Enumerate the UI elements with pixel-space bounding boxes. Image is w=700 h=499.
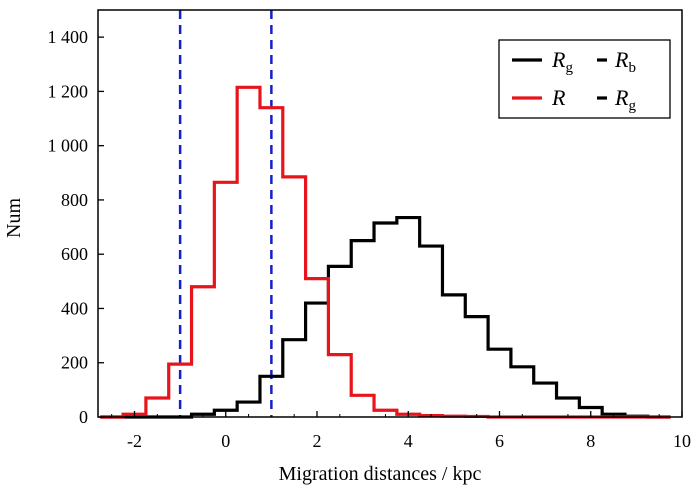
series-1-bin-6	[237, 87, 260, 417]
y-tick-label: 1 000	[48, 136, 89, 156]
x-tick-label: 10	[673, 431, 691, 451]
y-axis-label: Num	[3, 198, 25, 238]
series-0-bin-15	[442, 295, 465, 417]
series-line-0	[100, 215, 671, 419]
reference-lines	[178, 10, 273, 417]
y-tick-label: 0	[79, 407, 88, 427]
y-tick-label: 800	[61, 190, 88, 210]
x-tick-label: 2	[313, 431, 322, 451]
x-tick-label: 8	[586, 431, 595, 451]
legend-subscript-1: b	[628, 60, 636, 76]
series-0-bin-16	[465, 317, 488, 417]
x-tick-label: 6	[495, 431, 504, 451]
legend-box	[498, 39, 671, 119]
legend-subscript-3: g	[628, 98, 636, 114]
series-0-bin-18	[511, 367, 534, 417]
plot-frame	[97, 9, 683, 418]
y-tick-label: 600	[61, 244, 88, 264]
legend-subscript-0: g	[565, 60, 573, 76]
series-0-bin-7	[260, 376, 283, 417]
legend-label-2: R	[551, 85, 566, 110]
legend: Rg RbR Rg	[498, 39, 671, 119]
series-line-1	[100, 85, 671, 419]
y-tick-label: 400	[61, 298, 88, 318]
series-0-bin-11	[351, 241, 374, 417]
series-0-bin-17	[488, 349, 511, 417]
y-tick-label: 1 400	[48, 27, 89, 47]
series-1-bin-11	[351, 395, 374, 417]
x-tick-label: 4	[404, 431, 413, 451]
series-1-bin-9	[306, 279, 329, 417]
series-layer	[100, 85, 671, 419]
series-0-bin-8	[283, 340, 306, 417]
y-tick-label: 1 200	[48, 81, 89, 101]
y-axis: 0 200 400 600 800 1 000 1 200 1 400	[48, 27, 104, 427]
x-axis-label: Migration distances / kpc	[279, 463, 482, 485]
series-0-bin-12	[374, 223, 397, 417]
series-1-bin-10	[328, 355, 351, 417]
x-tick-label: 0	[221, 431, 230, 451]
y-tick-label: 200	[61, 353, 88, 373]
series-1-bin-4	[192, 287, 215, 417]
x-tick-label: -2	[127, 431, 142, 451]
series-0-bin-13	[397, 218, 420, 417]
series-1-bin-5	[214, 182, 237, 417]
series-0-bin-10	[328, 266, 351, 417]
series-1-bin-8	[283, 177, 306, 417]
x-axis: -2 0 2 4 6 8 10	[111, 411, 691, 451]
series-0-bin-9	[306, 303, 329, 417]
series-0-bin-14	[420, 246, 443, 417]
series-0-bin-19	[534, 383, 557, 417]
